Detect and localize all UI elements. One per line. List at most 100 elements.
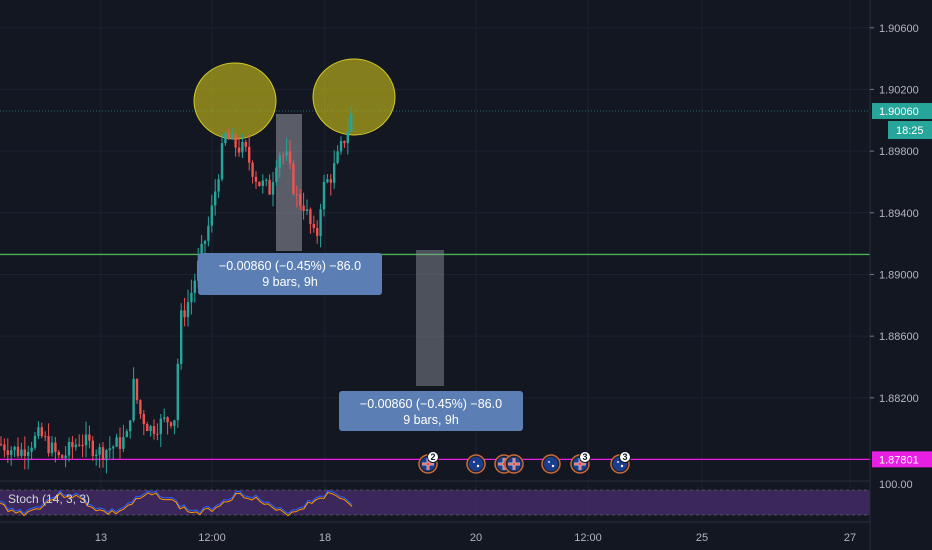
candle-up <box>98 447 101 455</box>
candle-up <box>105 450 108 460</box>
shoulder-circles[interactable] <box>193 58 396 140</box>
candle-down <box>343 141 346 144</box>
candle-up <box>207 225 210 241</box>
candle-up <box>346 131 349 144</box>
candle-up <box>180 310 183 364</box>
left-shoulder-circle[interactable] <box>193 62 277 140</box>
flag-star <box>548 461 550 463</box>
candle-down <box>142 414 145 425</box>
candle-down <box>23 449 26 457</box>
candle-up <box>210 205 213 226</box>
candle-up <box>200 243 203 261</box>
candle-up <box>241 142 244 153</box>
candle-up <box>190 292 193 303</box>
candle-up <box>214 191 217 206</box>
flag-star <box>473 461 475 463</box>
candle-up <box>333 163 336 183</box>
price-tick-label: 1.88200 <box>879 393 919 405</box>
measure-labels[interactable]: −0.00860 (−0.45%) −86.0 9 bars, 9h −0.0086… <box>198 253 523 431</box>
candle-up <box>350 113 353 132</box>
event-marker-au[interactable] <box>466 454 486 474</box>
candle-up <box>129 420 132 432</box>
candle-down <box>292 163 295 194</box>
candle-down <box>139 400 142 415</box>
flag-star <box>551 464 555 468</box>
event-count-badge <box>619 451 631 463</box>
candle-up <box>50 442 54 454</box>
candle-down <box>312 224 315 229</box>
candle-up <box>95 454 98 457</box>
event-markers[interactable]: 2 3 3 <box>418 451 631 474</box>
candle-down <box>152 426 156 434</box>
candle-down <box>81 445 84 447</box>
candle-down <box>71 442 74 448</box>
candle-down <box>309 209 312 225</box>
candle-down <box>169 422 173 426</box>
candle-up <box>108 448 111 451</box>
candle-down <box>57 451 60 456</box>
event-marker-gb-double[interactable] <box>494 454 524 474</box>
candle-up <box>115 437 118 447</box>
flag-star <box>476 464 480 468</box>
last-price-tag <box>872 103 932 120</box>
event-count-text: 3 <box>582 452 587 462</box>
stoch-band <box>0 490 870 515</box>
measure-box-1[interactable] <box>276 114 302 251</box>
candle-down <box>183 310 186 318</box>
countdown-tag <box>888 121 932 140</box>
candle-down <box>251 162 254 177</box>
candle-down <box>3 444 6 451</box>
candle-up <box>231 135 234 140</box>
stoch-label[interactable]: Stoch (14, 3, 3) <box>8 492 90 506</box>
candle-up <box>163 417 166 419</box>
candle-down <box>282 155 285 157</box>
event-count-text: 3 <box>622 452 627 462</box>
magenta-price-tag <box>872 451 932 468</box>
price-tick-label: 1.89400 <box>879 208 919 220</box>
candle-up <box>64 455 67 459</box>
time-tick-label: 27 <box>844 532 856 544</box>
time-tick-label: 12:00 <box>198 532 226 544</box>
event-count-badge <box>427 451 439 463</box>
candle-down <box>47 436 50 454</box>
candle-down <box>91 440 94 457</box>
right-shoulder-circle[interactable] <box>312 58 396 136</box>
candle-up <box>285 151 288 156</box>
candle-down <box>135 378 139 401</box>
countdown-value: 18:25 <box>896 125 924 137</box>
australia-flag-icon <box>469 457 483 471</box>
candle-down <box>0 444 3 446</box>
candle-up <box>125 431 128 437</box>
candle-up <box>326 179 329 183</box>
event-marker-gb[interactable]: 3 <box>570 451 591 474</box>
candle-down <box>288 151 292 164</box>
candle-down <box>88 434 91 441</box>
candle-down <box>258 181 261 186</box>
event-marker-gb[interactable]: 2 <box>418 451 439 474</box>
candle-up <box>305 209 309 211</box>
candle-down <box>295 193 298 195</box>
candle-down <box>237 147 241 153</box>
candle-up <box>336 151 339 164</box>
candle-up <box>30 447 33 452</box>
measure-box-2[interactable] <box>416 250 444 386</box>
candle-up <box>159 418 162 434</box>
candle-down <box>156 433 159 435</box>
candle-up <box>220 143 224 180</box>
event-count-text: 2 <box>430 452 435 462</box>
candle-down <box>316 228 319 236</box>
price-tick-label: 1.90600 <box>879 23 919 35</box>
event-marker-au[interactable]: 3 <box>610 451 631 474</box>
candle-down <box>40 427 43 437</box>
candle-up <box>13 446 16 451</box>
event-marker-au[interactable] <box>541 454 561 474</box>
stochastic-pane[interactable]: Stoch (14, 3, 3) <box>0 480 932 517</box>
measure-boxes[interactable] <box>276 114 444 386</box>
candle-down <box>166 417 169 423</box>
stoch-d-line <box>0 491 353 517</box>
candle-down <box>268 179 271 195</box>
candle-down <box>248 146 251 163</box>
candle-up <box>112 446 115 449</box>
